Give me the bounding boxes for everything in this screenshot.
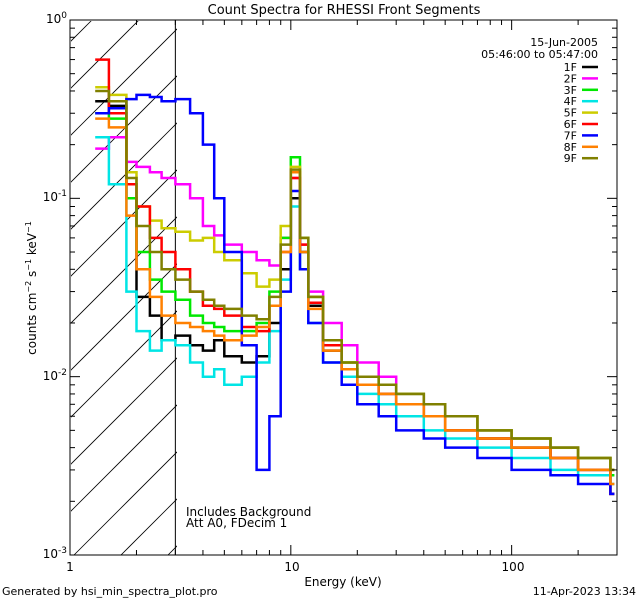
footer-generated-by: Generated by hsi_min_spectra_plot.pro: [2, 585, 218, 598]
y-tick-label-3: 10-3: [43, 546, 67, 561]
legend-label-7f: 7F: [564, 129, 577, 142]
legend-label-3f: 3F: [564, 84, 577, 97]
legend-label-1f: 1F: [564, 61, 577, 74]
series-line-6f: [95, 58, 615, 496]
hatch-line: [71, 357, 177, 465]
hatch-line: [71, 28, 177, 136]
legend-label-9f: 9F: [564, 152, 577, 165]
hatch-line: [71, 263, 177, 371]
series-line-3f: [95, 111, 615, 477]
hatch-line: [71, 404, 177, 512]
chart-title: Count Spectra for RHESSI Front Segments: [208, 3, 481, 18]
series-line-1f: [95, 100, 615, 496]
footer-timestamp: 11-Apr-2023 13:34: [533, 585, 636, 598]
hatch-line: [71, 122, 177, 230]
y-tick-label-1: 10-1: [43, 189, 67, 204]
time-range-label: 05:46:00 to 05:47:00: [481, 48, 598, 61]
series-line-5f: [95, 85, 615, 472]
y-tick-label-2: 10-2: [43, 368, 67, 383]
hatch-line: [71, 169, 177, 277]
legend-label-5f: 5F: [564, 107, 577, 120]
hatch-line: [71, 310, 177, 418]
hatch-line: [120, 498, 177, 555]
annotation-attenuator: Att A0, FDecim 1: [186, 516, 287, 530]
hatch-line: [71, 21, 92, 42]
hatched-region: [71, 21, 177, 555]
legend-label-4f: 4F: [564, 95, 577, 108]
series-line-9f: [95, 89, 615, 472]
x-tick-label-1: 1: [66, 560, 74, 574]
legend-label-2f: 2F: [564, 72, 577, 85]
legend-label-8f: 8F: [564, 141, 577, 154]
axis-ticks: [69, 19, 618, 556]
series-line-4f: [95, 136, 615, 486]
x-tick-label-100: 100: [502, 560, 525, 574]
hatch-line: [71, 216, 177, 324]
plot-frame: [69, 19, 618, 556]
series-line-7f: [95, 93, 615, 496]
hatch-line: [71, 75, 177, 183]
annotation-background: Includes Background: [186, 505, 311, 519]
y-tick-label-0: 100: [46, 11, 67, 26]
legend-label-6f: 6F: [564, 118, 577, 131]
x-tick-label-10: 10: [284, 560, 299, 574]
series-layer: [95, 58, 615, 496]
series-line-2f: [95, 136, 615, 472]
date-label: 15-Jun-2005: [530, 36, 598, 49]
y-axis-label: counts cm−2 s−1 keV−1: [24, 221, 39, 355]
x-axis-label: Energy (keV): [304, 575, 381, 589]
hatch-line: [73, 451, 177, 555]
